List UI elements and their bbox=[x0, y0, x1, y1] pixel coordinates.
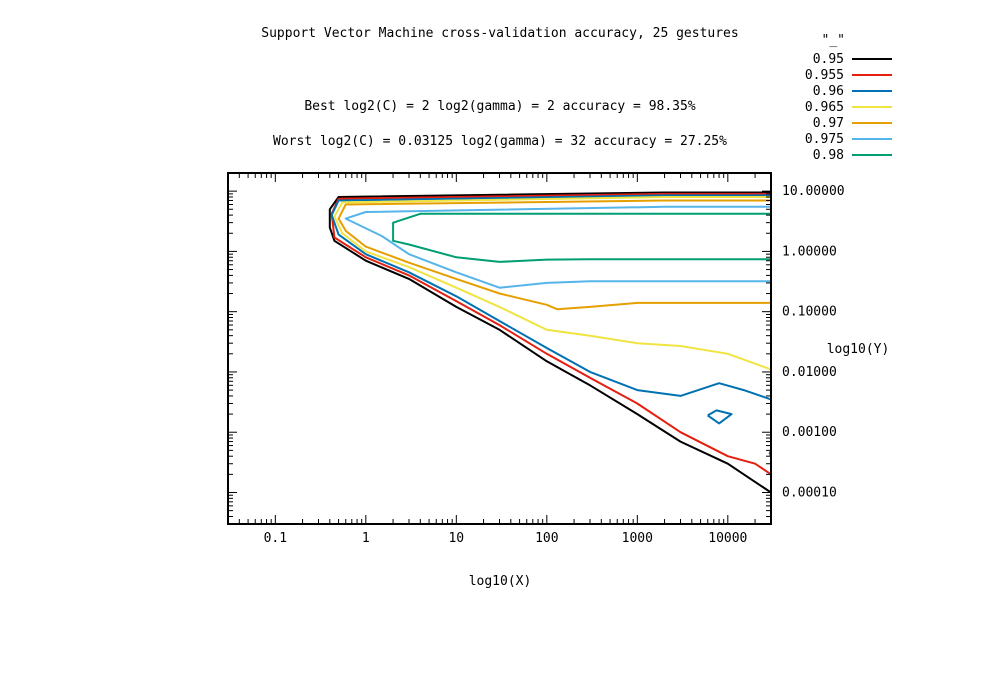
legend-label: 0.965 bbox=[805, 100, 844, 115]
x-tick-label: 1 bbox=[362, 531, 370, 546]
x-axis-label: log10(X) bbox=[469, 574, 532, 589]
legend-label: 0.96 bbox=[813, 84, 844, 99]
contour-line-0.95 bbox=[328, 191, 771, 494]
contour-line-0.96 bbox=[330, 194, 771, 401]
best-annotation: Best log2(C) = 2 log2(gamma) = 2 accurac… bbox=[304, 99, 696, 114]
contour-lines bbox=[328, 191, 771, 494]
y-tick-label: 0.00100 bbox=[782, 425, 837, 440]
y-tick-label: 0.10000 bbox=[782, 305, 837, 320]
axis-ticks: 0.1 1 10 100 1000 10000 10.00000 1.00000 0.10000… bbox=[227, 172, 845, 546]
plot-frame bbox=[227, 172, 772, 525]
contour-line-0.955 bbox=[330, 192, 771, 476]
y-tick-label: 10.00000 bbox=[782, 184, 845, 199]
contour-line-0.97 bbox=[337, 199, 771, 311]
x-tick-label: 0.1 bbox=[264, 531, 287, 546]
chart-title: Support Vector Machine cross-validation … bbox=[261, 26, 738, 41]
worst-annotation: Worst log2(C) = 0.03125 log2(gamma) = 32… bbox=[273, 134, 727, 149]
title-block: Support Vector Machine cross-validation … bbox=[261, 26, 738, 149]
x-tick-label: 100 bbox=[535, 531, 558, 546]
contour-line-0.965 bbox=[333, 196, 771, 371]
legend-title: "_" bbox=[822, 33, 845, 48]
contour-line-0.98 bbox=[392, 212, 771, 263]
legend-label: 0.97 bbox=[813, 116, 844, 131]
legend-label: 0.955 bbox=[805, 68, 844, 83]
x-tick-label: 1000 bbox=[622, 531, 653, 546]
legend-label: 0.98 bbox=[813, 148, 844, 163]
y-tick-label: 0.01000 bbox=[782, 365, 837, 380]
legend-label: 0.95 bbox=[813, 52, 844, 67]
y-axis-label: log10(Y) bbox=[827, 342, 890, 357]
contour-line-0.975 bbox=[344, 205, 771, 289]
x-tick-label: 10000 bbox=[708, 531, 747, 546]
contour-line-0.96 bbox=[707, 409, 733, 425]
x-tick-label: 10 bbox=[448, 531, 464, 546]
y-tick-label: 0.00010 bbox=[782, 485, 837, 500]
legend-label: 0.975 bbox=[805, 132, 844, 147]
y-tick-label: 1.00000 bbox=[782, 244, 837, 259]
